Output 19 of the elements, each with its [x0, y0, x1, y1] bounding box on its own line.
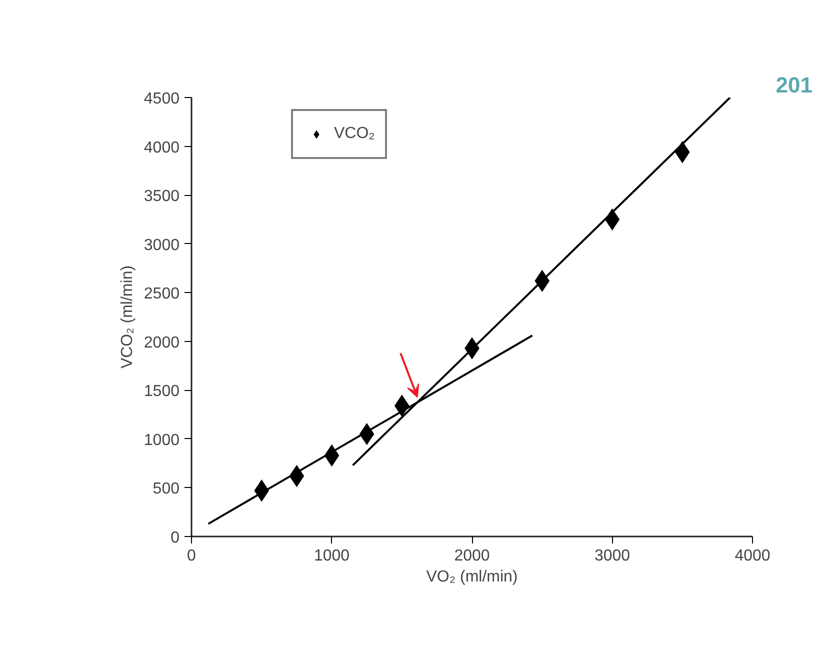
y-tick-label: 3500 [144, 188, 180, 206]
x-tick-label: 1000 [314, 548, 350, 564]
y-tick-label: 1500 [144, 383, 180, 400]
text: 201 [776, 72, 813, 98]
y-axis-title: VCO₂ (ml/min) [118, 265, 136, 369]
x-tick-label: 0 [187, 548, 196, 564]
y-tick-label: 2000 [144, 334, 180, 352]
x-tick-label: 2000 [454, 548, 490, 564]
y-tick-label: 4000 [144, 139, 180, 156]
y-tick-label: 0 [170, 530, 180, 546]
x-tick-label: 3000 [594, 548, 630, 564]
y-tick-label: 1000 [144, 432, 180, 449]
y-tick-label: 2500 [144, 286, 180, 303]
y-tick-label: 500 [152, 480, 180, 498]
y-tick-label: 3000 [144, 236, 180, 254]
y-tick-label: 4500 [144, 90, 180, 108]
x-axis-title: VO₂ (ml/min) [426, 568, 518, 586]
x-tick-label: 4000 [734, 548, 770, 564]
legend-label: VCO₂ [334, 125, 375, 143]
